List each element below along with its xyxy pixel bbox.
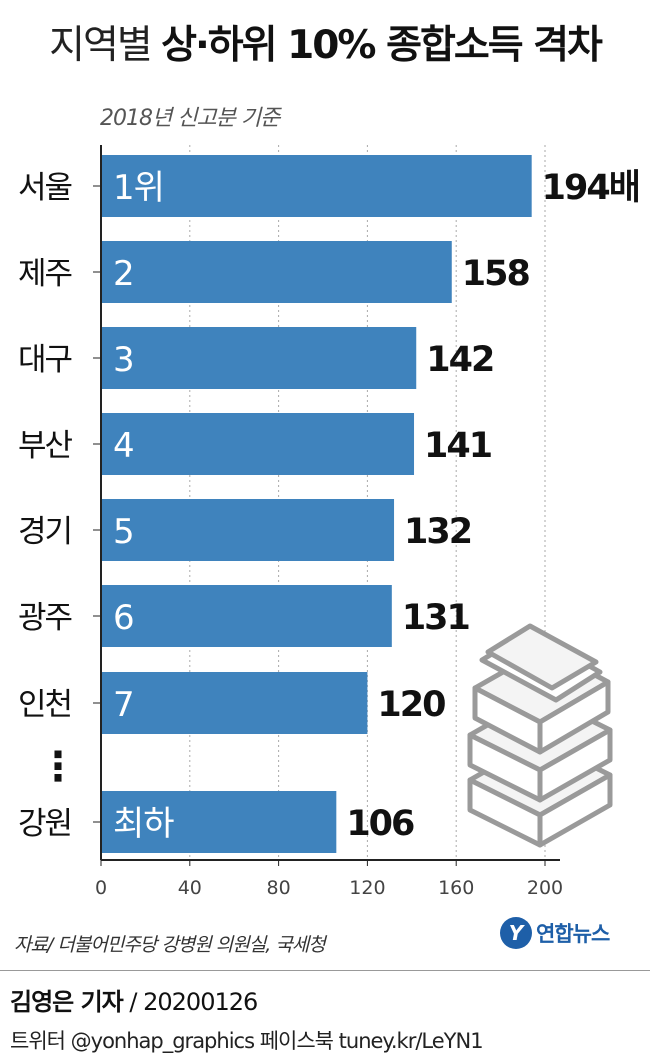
category-label: 강원 bbox=[18, 806, 71, 842]
social-links: 트위터 @yonhap_graphics 페이스북 tuney.kr/LeYN1 bbox=[10, 1029, 484, 1053]
category-label: 서울 bbox=[18, 170, 72, 206]
bar bbox=[101, 672, 368, 734]
rank-label: 3 bbox=[113, 340, 134, 380]
category-label: 경기 bbox=[18, 514, 71, 550]
source-note: 자료/ 더불어민주당 강병원 의원실, 국세청 bbox=[14, 934, 326, 956]
rank-label: 7 bbox=[113, 685, 134, 725]
value-label: 194배 bbox=[542, 168, 639, 208]
bar bbox=[101, 791, 337, 853]
category-label: 제주 bbox=[18, 256, 72, 292]
x-tick-label: 40 bbox=[178, 877, 202, 899]
x-tick-label: 200 bbox=[527, 877, 563, 899]
x-tick-label: 80 bbox=[267, 877, 291, 899]
rank-label: 5 bbox=[113, 512, 134, 552]
rank-label: 4 bbox=[113, 426, 134, 466]
chart-subtitle: 2018년 신고분 기준 bbox=[100, 106, 280, 131]
yonhap-logo: Y 연합뉴스 bbox=[500, 917, 610, 949]
rank-label: 최하 bbox=[113, 804, 174, 844]
x-tick-label: 0 bbox=[95, 877, 107, 899]
category-label: 대구 bbox=[18, 342, 72, 378]
bar bbox=[101, 241, 452, 303]
chart-title: 지역별 상·하위 10% 종합소득 격차 bbox=[0, 14, 650, 70]
yonhap-logo-icon: Y bbox=[500, 917, 532, 949]
value-label: 131 bbox=[402, 598, 469, 638]
rank-label: 6 bbox=[113, 598, 134, 638]
reporter-line: 김영은 기자 / 20200126 bbox=[10, 982, 258, 1017]
category-label: 부산 bbox=[18, 428, 73, 464]
bar-chart: 1위 194배 2 158 3 142 4 141 5 132 6 131 7 120 최하 106 0 40 8… bbox=[18, 145, 641, 899]
bar bbox=[101, 327, 417, 389]
reporter-name: 김영은 기자 bbox=[10, 988, 124, 1016]
reporter-date: / 20200126 bbox=[129, 988, 258, 1016]
title-light: 지역별 bbox=[49, 23, 153, 68]
category-label: 광주 bbox=[18, 600, 72, 636]
value-label: 106 bbox=[346, 804, 414, 844]
value-label: 132 bbox=[404, 512, 471, 552]
bar bbox=[101, 413, 415, 475]
x-tick-label: 160 bbox=[438, 877, 474, 899]
gap-marker: ⋮ bbox=[38, 744, 78, 790]
money-stack-illustration bbox=[467, 623, 613, 848]
footer-divider bbox=[0, 970, 650, 971]
value-label: 120 bbox=[377, 685, 445, 725]
value-label: 142 bbox=[426, 340, 493, 380]
rank-label: 1위 bbox=[113, 168, 164, 208]
bar bbox=[101, 155, 532, 217]
yonhap-logo-text: 연합뉴스 bbox=[536, 922, 610, 946]
value-label: 141 bbox=[424, 426, 491, 466]
rank-label: 2 bbox=[113, 254, 134, 294]
bars-group: 1위 194배 2 158 3 142 4 141 5 132 6 131 7 120 최하 106 bbox=[101, 155, 641, 853]
x-tick-label: 120 bbox=[349, 877, 385, 899]
value-label: 158 bbox=[462, 254, 530, 294]
category-label: 인천 bbox=[18, 687, 71, 723]
bar bbox=[101, 499, 395, 561]
bar bbox=[101, 585, 392, 647]
title-bold: 상·하위 10% 종합소득 격차 bbox=[161, 23, 603, 68]
